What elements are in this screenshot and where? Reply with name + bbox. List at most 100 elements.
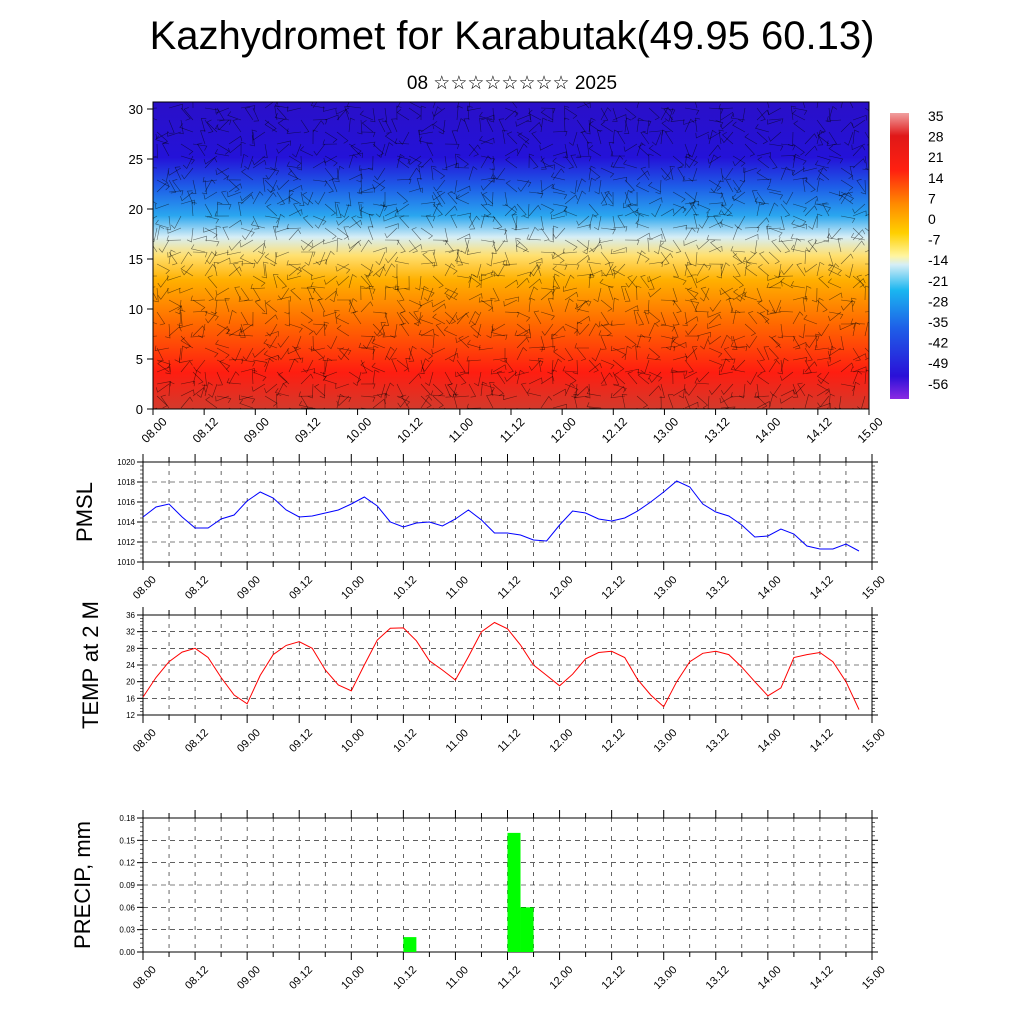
wind-barb bbox=[170, 215, 182, 230]
wind-barb bbox=[718, 167, 724, 183]
wind-barb bbox=[504, 203, 517, 216]
wind-barb bbox=[600, 359, 615, 370]
wind-barb bbox=[780, 277, 794, 289]
wind-barb bbox=[624, 189, 633, 205]
heatmap-x-tick-label: 15.00 bbox=[855, 414, 886, 445]
wind-barb bbox=[570, 154, 578, 169]
wind-barb bbox=[720, 334, 731, 349]
wind-barb bbox=[552, 325, 566, 337]
wind-barb bbox=[436, 190, 446, 205]
wind-barb bbox=[359, 206, 374, 217]
wind-barb bbox=[627, 371, 638, 385]
wind-barb bbox=[240, 153, 249, 169]
wind-barb bbox=[480, 203, 492, 217]
wind-barb bbox=[572, 359, 578, 375]
wind-barb bbox=[600, 299, 613, 312]
wind-barb bbox=[754, 197, 770, 205]
wind-barb bbox=[360, 383, 376, 389]
wind-barb bbox=[288, 357, 304, 363]
wind-barb bbox=[708, 347, 723, 358]
wind-barb bbox=[413, 311, 422, 327]
wind-barb bbox=[216, 395, 232, 404]
wind-barb bbox=[431, 299, 446, 308]
wind-barb bbox=[365, 274, 374, 289]
wind-barb bbox=[600, 191, 613, 205]
wind-barb bbox=[516, 337, 530, 349]
wind-barb bbox=[700, 286, 710, 301]
wind-barb bbox=[696, 239, 710, 250]
wind-barb bbox=[360, 359, 368, 374]
wind-barb bbox=[456, 249, 463, 265]
wind-barb bbox=[670, 116, 686, 122]
wind-barb bbox=[400, 394, 410, 409]
wind-barb bbox=[780, 166, 791, 181]
wind-barb bbox=[240, 323, 246, 338]
wind-barb bbox=[216, 201, 223, 217]
wind-barb bbox=[516, 277, 530, 289]
wind-barb bbox=[324, 203, 337, 216]
wind-barb bbox=[372, 266, 386, 277]
wind-barb bbox=[672, 311, 680, 326]
wind-barb bbox=[588, 359, 599, 373]
wind-barb bbox=[672, 369, 678, 385]
wind-barb bbox=[312, 120, 325, 133]
wind-barb bbox=[623, 119, 630, 134]
y-tick-label: 1018 bbox=[117, 478, 135, 487]
wind-barb bbox=[504, 205, 518, 217]
wind-barb bbox=[768, 251, 780, 265]
wind-barb bbox=[864, 321, 869, 337]
wind-barb bbox=[180, 251, 192, 265]
wind-barb bbox=[826, 233, 842, 241]
wind-barb bbox=[852, 210, 867, 217]
wind-barb bbox=[444, 239, 454, 253]
wind-barb bbox=[360, 361, 374, 373]
wind-barb bbox=[227, 191, 242, 198]
wind-barb bbox=[307, 383, 314, 399]
wind-barb bbox=[826, 116, 842, 122]
wind-barb bbox=[158, 239, 170, 253]
wind-barb bbox=[551, 183, 566, 193]
wind-barb bbox=[586, 257, 602, 265]
x-tick-label: 14.12 bbox=[808, 574, 836, 602]
wind-barb bbox=[394, 211, 410, 217]
wind-barb bbox=[358, 342, 374, 349]
wind-barb bbox=[494, 263, 506, 277]
wind-barb bbox=[249, 131, 255, 147]
wind-barb bbox=[642, 119, 650, 135]
wind-barb bbox=[744, 234, 759, 241]
wind-barb bbox=[313, 143, 326, 156]
wind-barb bbox=[240, 105, 256, 111]
wind-barb bbox=[768, 359, 780, 373]
wind-barb bbox=[636, 334, 646, 349]
wind-barb bbox=[768, 347, 780, 361]
wind-barb bbox=[756, 217, 770, 229]
wind-barb bbox=[197, 142, 206, 157]
wind-barb bbox=[391, 358, 398, 373]
wind-barb bbox=[327, 335, 338, 350]
wind-barb bbox=[588, 362, 602, 373]
wind-barb bbox=[564, 383, 579, 394]
wind-barb bbox=[709, 299, 722, 312]
wind-barb bbox=[792, 335, 801, 350]
wind-barb bbox=[608, 286, 614, 301]
wind-barb bbox=[479, 275, 494, 282]
wind-barb bbox=[598, 237, 614, 244]
wind-barb bbox=[336, 275, 350, 286]
wind-barb bbox=[505, 156, 518, 169]
wind-barb bbox=[361, 120, 374, 133]
wind-barb bbox=[408, 167, 420, 181]
wind-barb bbox=[239, 394, 254, 401]
wind-barb bbox=[405, 358, 411, 373]
wind-barb bbox=[240, 395, 256, 404]
series-line bbox=[142, 480, 860, 552]
wind-barb bbox=[166, 235, 182, 241]
wind-barb bbox=[286, 223, 302, 230]
wind-barb bbox=[588, 269, 603, 277]
wind-barb bbox=[293, 202, 302, 217]
wind-barb bbox=[540, 117, 548, 133]
wind-barb bbox=[310, 102, 326, 109]
wind-barb bbox=[408, 373, 422, 385]
wind-barb bbox=[852, 227, 864, 241]
wind-barb bbox=[817, 395, 830, 408]
y-tick-label: 1016 bbox=[117, 498, 135, 507]
